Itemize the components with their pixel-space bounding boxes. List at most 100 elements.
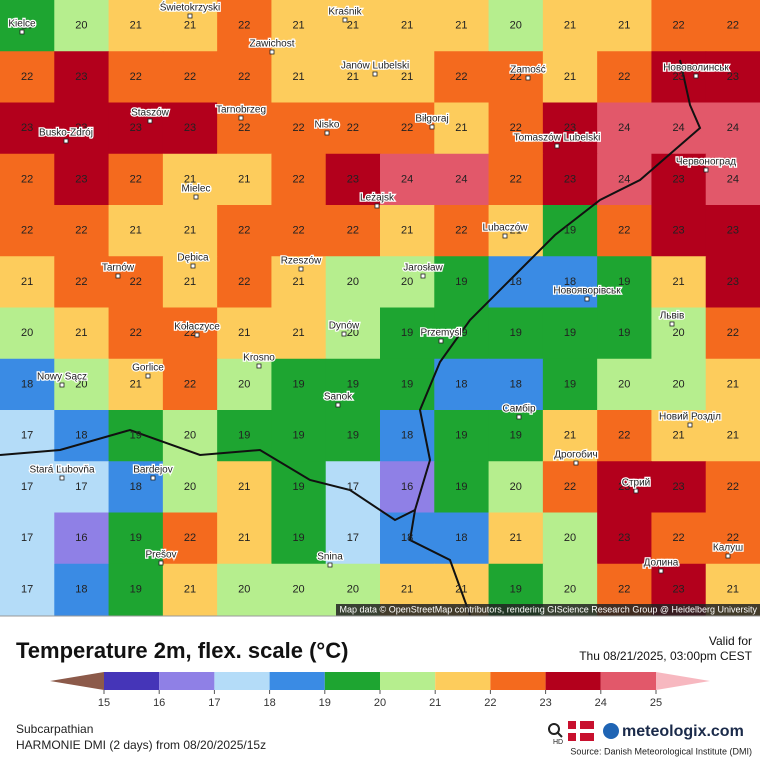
temp-value: 23: [672, 71, 684, 83]
temp-value: 19: [238, 430, 250, 442]
temp-cell: [271, 102, 327, 155]
legend-swatch: [104, 672, 160, 690]
temp-value: 21: [564, 71, 576, 83]
temp-cell: [705, 461, 760, 513]
city-marker: [725, 553, 731, 559]
temp-value: 22: [130, 173, 142, 185]
temp-value: 22: [455, 71, 467, 83]
temp-value: 18: [75, 583, 87, 595]
temp-value: 21: [238, 173, 250, 185]
city-marker: [194, 332, 200, 338]
temp-cell: [380, 102, 435, 155]
temp-cell: [325, 0, 381, 52]
temp-value: 19: [347, 378, 359, 390]
temp-cell: [0, 0, 55, 52]
temp-value: 17: [21, 430, 33, 442]
legend-high: [656, 672, 710, 690]
temp-cell: [380, 358, 435, 411]
temp-value: 23: [347, 173, 359, 185]
legend-swatch: [490, 672, 546, 690]
temp-cell: [54, 307, 110, 360]
city-marker: [59, 382, 65, 388]
temp-cell: [542, 307, 598, 360]
legend-swatch: [269, 672, 325, 690]
temp-cell: [108, 256, 164, 308]
legend-swatch: [324, 672, 380, 690]
temp-value: 18: [75, 430, 87, 442]
city-marker: [298, 266, 304, 272]
legend-tick-label: 22: [484, 697, 496, 709]
temp-value: 22: [727, 532, 739, 544]
temp-value: 20: [75, 20, 87, 32]
legend-swatch: [435, 672, 491, 690]
temp-cell: [597, 512, 652, 565]
temp-cell: [380, 461, 435, 513]
temp-value: 22: [130, 327, 142, 339]
temp-cell: [651, 512, 707, 565]
temp-cell: [54, 512, 110, 565]
temp-cell: [217, 563, 272, 616]
search-icon[interactable]: [548, 723, 560, 735]
valid-label: Valid for: [709, 634, 752, 648]
temp-value: 20: [510, 20, 522, 32]
temp-cell: [705, 153, 760, 206]
temp-value: 23: [618, 532, 630, 544]
city-marker: [502, 233, 508, 239]
temp-value: 21: [401, 583, 413, 595]
temp-cell: [434, 358, 490, 411]
temp-cell: [705, 51, 760, 103]
temp-cell: [162, 205, 218, 257]
temp-cell: [434, 0, 490, 52]
temp-value: 23: [618, 481, 630, 493]
legend-tick-label: 21: [429, 697, 441, 709]
temp-value: 17: [347, 481, 359, 493]
temp-value: 21: [564, 430, 576, 442]
temp-cell: [434, 461, 490, 513]
temp-value: 23: [672, 583, 684, 595]
city-name: Przemyśl: [420, 328, 461, 339]
temp-value: 21: [292, 327, 304, 339]
temp-value: 24: [727, 173, 739, 185]
temp-cell: [54, 256, 110, 308]
temp-cell: [271, 153, 327, 206]
temp-value: 21: [727, 430, 739, 442]
city-marker: [115, 273, 121, 279]
city-name: Tarnobrzeg: [216, 105, 266, 116]
temp-value: 22: [401, 122, 413, 134]
temp-value: 24: [401, 173, 413, 185]
temp-value: 24: [672, 122, 684, 134]
temp-cell: [217, 307, 272, 360]
temp-cell: [271, 205, 327, 257]
temp-value: 21: [21, 276, 33, 288]
temp-cell: [597, 205, 652, 257]
temp-value: 18: [401, 430, 413, 442]
temp-cell: [217, 102, 272, 155]
temp-cell: [380, 51, 435, 103]
city-marker: [147, 118, 153, 124]
temp-cell: [54, 153, 110, 206]
temp-cell: [434, 410, 490, 462]
temp-cell: [108, 153, 164, 206]
legend: 15 16 17 18 19 20 21 22 23 24 25: [50, 672, 710, 709]
city-name: Lubaczów: [482, 223, 528, 234]
temp-value: 21: [455, 20, 467, 32]
source: Source: Danish Meteorological Institute …: [570, 746, 752, 756]
temp-cell: [162, 461, 218, 513]
temp-cell: [162, 512, 218, 565]
temp-value: 17: [21, 481, 33, 493]
temp-cell: [325, 153, 381, 206]
temp-value: 21: [184, 20, 196, 32]
temp-value: 18: [130, 481, 142, 493]
city-marker: [658, 568, 664, 574]
brand[interactable]: meteologix.com: [622, 723, 744, 740]
temp-cell: [217, 358, 272, 411]
legend-swatch: [545, 672, 601, 690]
city-marker: [584, 296, 590, 302]
temp-value: 20: [238, 378, 250, 390]
temp-value: 23: [130, 122, 142, 134]
temp-cell: [0, 307, 55, 360]
temp-value: 22: [184, 532, 196, 544]
temp-cell: [705, 256, 760, 308]
city-marker: [238, 115, 244, 121]
temp-cell: [542, 153, 598, 206]
